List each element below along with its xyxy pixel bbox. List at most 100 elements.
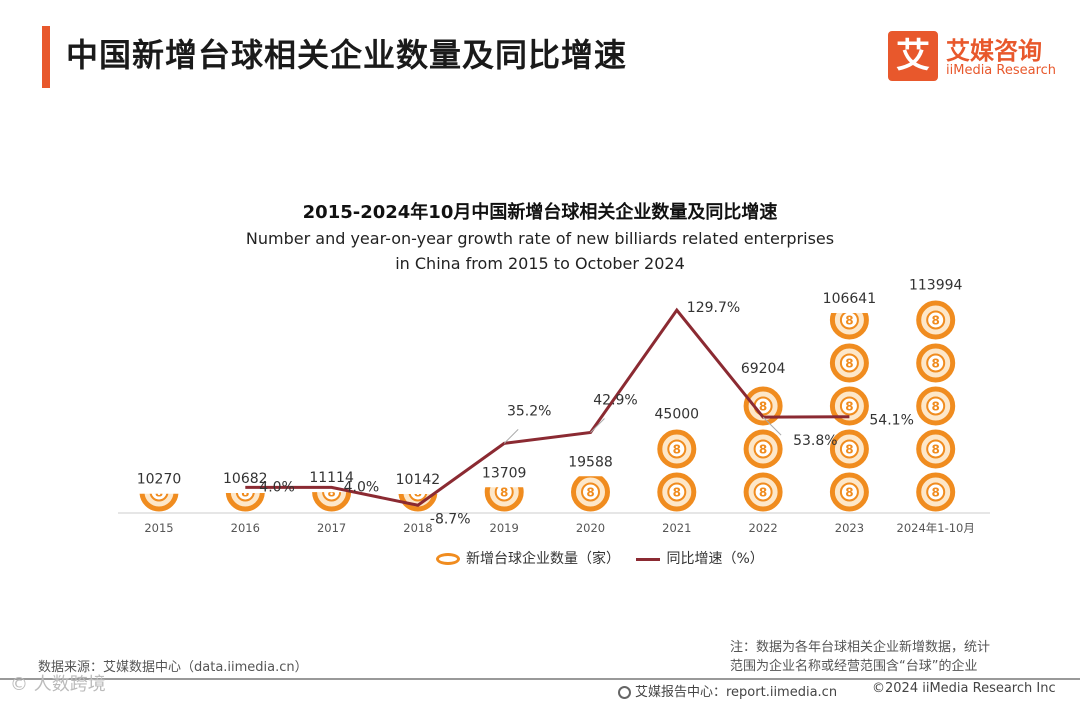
- growth-value-label: 4.0%: [259, 479, 295, 495]
- svg-text:8: 8: [327, 443, 335, 457]
- bar-coin-icon: 8: [829, 343, 869, 383]
- chart-title: 2015-2024年10月中国新增台球相关企业数量及同比增速: [302, 202, 778, 223]
- svg-text:8: 8: [414, 443, 422, 457]
- bar-2017: 88: [312, 432, 352, 512]
- growth-line: [245, 307, 850, 507]
- logo-text-cn: 艾媒咨询: [946, 37, 1042, 65]
- bar-2015: 88: [139, 432, 179, 512]
- bar-value-label: 69204: [741, 361, 786, 377]
- chart-subtitle-line2: in China from 2015 to October 2024: [395, 254, 685, 273]
- x-tick-label: 2019: [490, 521, 519, 535]
- svg-text:8: 8: [932, 486, 940, 500]
- svg-text:8: 8: [673, 443, 681, 457]
- bar-coin-icon: 8: [829, 472, 869, 512]
- bar-coin-icon: 8: [743, 472, 783, 512]
- growth-value-label: 4.0%: [344, 479, 380, 495]
- svg-text:8: 8: [241, 486, 249, 500]
- svg-text:8: 8: [155, 443, 163, 457]
- bar-value-label: 106641: [823, 291, 876, 307]
- legend-coin-icon: [436, 553, 460, 565]
- svg-text:8: 8: [932, 400, 940, 414]
- svg-text:8: 8: [845, 486, 853, 500]
- x-tick-label: 2022: [748, 521, 777, 535]
- bar-2020: 88: [571, 476, 610, 512]
- svg-text:8: 8: [759, 443, 767, 457]
- growth-value-label: 54.1%: [869, 413, 913, 429]
- legend-line-icon: [636, 557, 661, 561]
- bar-value-label: 10142: [396, 472, 441, 488]
- growth-value-label: 53.8%: [793, 433, 837, 449]
- bar-coin-icon: 8: [315, 432, 349, 466]
- iimedia-logo: 艾 艾媒咨询 iiMedia Research: [888, 31, 1068, 83]
- x-tick-label: 2020: [576, 521, 605, 535]
- bar-value-label: 10682: [223, 471, 268, 487]
- svg-text:8: 8: [759, 486, 767, 500]
- growth-leader-line: [503, 429, 519, 444]
- bar-coin-icon: 8: [916, 300, 956, 340]
- bar-2019: 88: [484, 486, 524, 512]
- bar-coin-icon: 8: [916, 429, 956, 469]
- svg-text:8: 8: [673, 486, 681, 500]
- svg-text:8: 8: [845, 357, 853, 371]
- bar-coin-icon: 8: [829, 429, 869, 469]
- bar-coin-icon: 8: [657, 429, 697, 469]
- legend-label-growth: 同比增速（%）: [666, 551, 764, 567]
- watermark: © 人数跨境: [10, 674, 106, 695]
- svg-text:8: 8: [932, 357, 940, 371]
- bar-coin-icon: 8: [225, 486, 265, 512]
- chart-subtitle-line1: Number and year-on-year growth rate of n…: [245, 229, 835, 248]
- copyright: ©2024 iiMedia Research Inc: [872, 681, 1056, 696]
- chart-legend: 新增台球企业数量（家） 同比增速（%）: [436, 548, 776, 568]
- report-site: 艾媒报告中心：report.iimedia.cn: [618, 681, 837, 700]
- bar-coin-icon: 8: [401, 432, 435, 466]
- bar-coin-icon: 8: [484, 486, 524, 512]
- bar-value-label: 19588: [568, 454, 613, 470]
- bar-coin-icon: 8: [743, 386, 783, 426]
- x-tick-label: 2024年1-10月: [897, 521, 975, 535]
- svg-text:8: 8: [845, 400, 853, 414]
- bar-value-label: 13709: [482, 465, 527, 481]
- bar-coin-icon: 8: [916, 343, 956, 383]
- svg-text:8: 8: [414, 486, 422, 500]
- svg-text:8: 8: [241, 443, 249, 457]
- logo-text-en: iiMedia Research: [946, 63, 1057, 78]
- svg-text:8: 8: [932, 443, 940, 457]
- legend-label-count: 新增台球企业数量（家）: [466, 551, 620, 567]
- growth-value-label: -8.7%: [430, 511, 471, 527]
- data-source: 数据来源：艾媒数据中心（data.iimedia.cn）: [38, 660, 308, 675]
- bar-2021: 888: [657, 429, 697, 512]
- x-tick-label: 2021: [662, 521, 691, 535]
- x-tick-label: 2018: [403, 521, 432, 535]
- bar-coin-icon: 8: [139, 493, 179, 512]
- svg-text:8: 8: [845, 271, 853, 285]
- chart-note: 注：数据为各年台球相关企业新增数据，统计 范围为企业名称或经营范围含“台球”的企…: [730, 638, 990, 676]
- bar-coin-icon: 8: [829, 386, 869, 426]
- x-tick-label: 2017: [317, 521, 346, 535]
- bar-value-label: 113994: [909, 277, 963, 293]
- title-accent-bar: [42, 26, 50, 88]
- x-tick-label: 2023: [835, 521, 864, 535]
- growth-value-label: 129.7%: [687, 300, 740, 316]
- svg-text:8: 8: [500, 486, 508, 500]
- bar-coin-icon: 8: [312, 486, 352, 512]
- legend-item-count: 新增台球企业数量（家）: [436, 548, 620, 568]
- svg-text:8: 8: [845, 443, 853, 457]
- bar-2023: 8 8 8 8 8 8: [829, 271, 869, 512]
- footer-divider: [0, 678, 1080, 680]
- page-title: 中国新增台球相关企业数量及同比增速: [66, 36, 628, 74]
- svg-text:8: 8: [932, 314, 940, 328]
- svg-text:8: 8: [327, 486, 335, 500]
- legend-item-growth: 同比增速（%）: [636, 548, 764, 568]
- bar-value-label: 11114: [309, 470, 354, 486]
- svg-text:8: 8: [845, 314, 853, 328]
- svg-text:8: 8: [759, 314, 767, 328]
- bar-coin-icon: 8: [916, 386, 956, 426]
- x-tick-label: 2015: [144, 521, 173, 535]
- x-tick-label: 2016: [231, 521, 260, 535]
- note-line2: 范围为企业名称或经营范围含“台球”的企业: [730, 659, 978, 674]
- growth-leader-line: [590, 418, 605, 433]
- logo-mark: 艾: [888, 31, 938, 81]
- bar-coin-icon: 8: [142, 432, 176, 466]
